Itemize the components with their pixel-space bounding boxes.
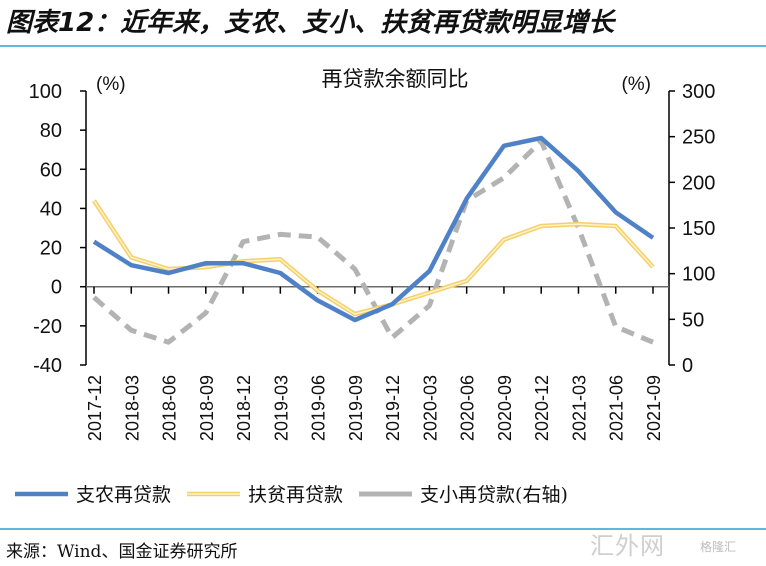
x-tick-label: 2020-06 <box>458 375 478 441</box>
right-tick-label: 50 <box>682 309 704 331</box>
series-line-inner <box>93 200 654 315</box>
bottom-divider <box>0 528 766 530</box>
watermark-sub: 格隆汇 <box>700 540 737 554</box>
left-tick-label: -40 <box>33 355 62 377</box>
legend-item: 支农再贷款 <box>15 484 171 506</box>
series-poverty-relending <box>92 199 655 317</box>
right-tick-label: 250 <box>682 127 715 149</box>
right-unit-label: (%) <box>621 74 651 95</box>
left-tick-label: 40 <box>40 198 62 220</box>
right-tick-label: 100 <box>682 264 715 286</box>
legend-item: 扶贫再贷款 <box>187 484 343 506</box>
x-tick-label: 2017-12 <box>85 375 105 441</box>
x-tick-label: 2018-03 <box>122 375 142 441</box>
x-tick-label: 2019-03 <box>271 375 291 441</box>
x-tick-label: 2021-09 <box>644 375 664 441</box>
x-tick-label: 2020-09 <box>495 375 515 441</box>
legend-label: 支农再贷款 <box>76 484 171 506</box>
x-tick-label: 2019-06 <box>309 375 329 441</box>
series-line <box>92 138 654 345</box>
left-tick-label: 60 <box>40 159 62 181</box>
right-tick-label: 0 <box>682 355 693 377</box>
right-tick-label: 150 <box>682 218 715 240</box>
chart-title: 再贷款余额同比 <box>322 67 469 91</box>
x-tick-label: 2018-09 <box>197 375 217 441</box>
series-agri-relending <box>92 135 655 323</box>
x-tick-label: 2021-06 <box>607 375 627 441</box>
legend-label: 扶贫再贷款 <box>248 484 343 506</box>
x-tick-label: 2021-03 <box>569 375 589 441</box>
x-tick-label: 2018-12 <box>234 375 254 441</box>
left-unit-label: (%) <box>96 74 126 95</box>
right-tick-label: 300 <box>682 81 715 103</box>
watermark: 汇外网 <box>590 532 665 560</box>
x-tick-label: 2020-12 <box>532 375 552 441</box>
top-divider <box>0 45 766 47</box>
left-tick-label: 0 <box>51 277 62 299</box>
figure-title: 图表12：近年来，支农、支小、扶贫再贷款明显增长 <box>6 8 615 38</box>
legend-item: 支小再贷款(右轴) <box>359 484 568 506</box>
x-tick-label: 2019-12 <box>383 375 403 441</box>
x-tick-label: 2019-09 <box>346 375 366 441</box>
series-line <box>92 135 655 323</box>
legend-label: 支小再贷款(右轴) <box>420 484 568 506</box>
left-tick-label: -20 <box>33 316 62 338</box>
x-tick-label: 2018-06 <box>160 375 180 441</box>
x-tick-label: 2020-03 <box>420 375 440 441</box>
series-line <box>92 199 655 317</box>
series-small-biz-relending <box>92 138 654 345</box>
source-note: 来源：Wind、国金证券研究所 <box>6 542 238 562</box>
left-tick-label: 100 <box>29 81 62 103</box>
left-tick-label: 80 <box>40 120 62 142</box>
right-tick-label: 200 <box>682 172 715 194</box>
left-tick-label: 20 <box>40 238 62 260</box>
line-chart: 再贷款余额同比 (%) (%) -40 -20 0 20 40 60 80 100 0 50 100… <box>15 67 715 506</box>
